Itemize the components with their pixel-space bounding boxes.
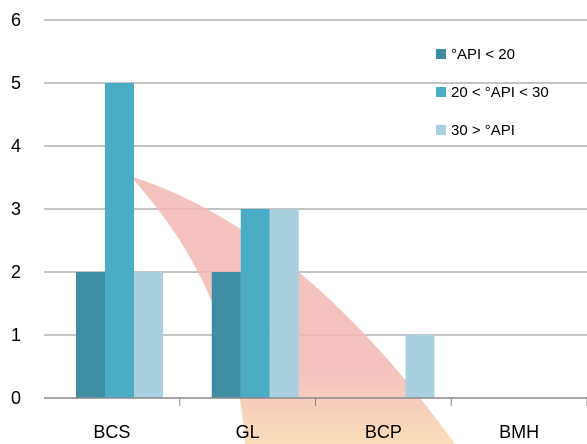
legend: °API < 20 20 < °API < 30 30 > °API (436, 46, 549, 139)
x-axis-tick-labels: BCS GL BCP BMH (93, 422, 539, 442)
bar (76, 272, 105, 398)
y-tick-label: 0 (11, 388, 21, 408)
y-axis-tick-labels: 0 1 2 3 4 5 6 (11, 10, 21, 408)
bars (76, 83, 435, 398)
x-axis-ticks (179, 398, 587, 406)
bar (240, 209, 270, 398)
legend-swatch (436, 87, 446, 97)
legend-swatch (436, 49, 446, 59)
x-tick-label: BMH (499, 422, 539, 442)
legend-label: 20 < °API < 30 (451, 84, 549, 101)
y-tick-label: 3 (11, 199, 21, 219)
legend-label: 30 > °API (451, 122, 515, 139)
bar (405, 335, 435, 398)
bar (134, 272, 163, 398)
bar (211, 272, 241, 398)
bar (105, 83, 134, 398)
x-tick-label: GL (236, 422, 260, 442)
x-tick-label: BCS (93, 422, 130, 442)
y-tick-label: 1 (11, 325, 21, 345)
y-tick-label: 5 (11, 73, 21, 93)
legend-swatch (436, 125, 446, 135)
y-tick-label: 4 (11, 136, 21, 156)
bar (269, 209, 299, 398)
y-tick-label: 6 (11, 10, 21, 30)
x-tick-label: BCP (365, 422, 402, 442)
y-tick-label: 2 (11, 262, 21, 282)
legend-label: °API < 20 (451, 46, 515, 63)
